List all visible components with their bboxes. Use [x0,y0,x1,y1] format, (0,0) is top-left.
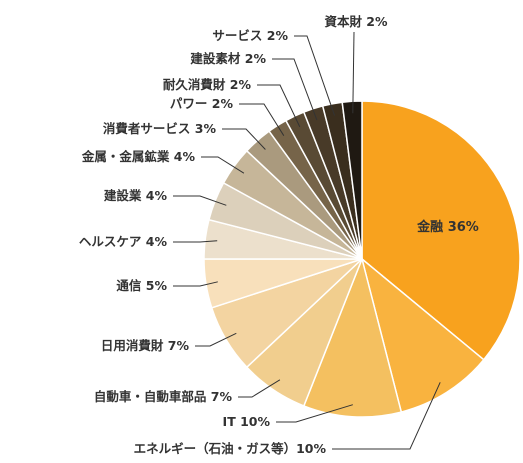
slice-label: サービス 2% [212,28,288,43]
slice-label: 建設素材 2% [190,51,266,66]
pie-slice [341,100,363,260]
slice-label: 消費者サービス 3% [103,121,217,136]
leader-line [238,379,281,398]
leader-line [173,281,218,287]
leader-line [276,404,353,423]
leader-line [294,35,336,116]
slice-label: 日用消費財 7% [101,338,190,353]
slice-label: 金属・金属鉱業 4% [81,149,196,164]
slice-label: 通信 5% [116,278,167,293]
leader-line [173,240,218,243]
slice-label: パワー 2% [170,96,234,111]
slice-label: 金融 36% [416,219,479,235]
leader-line [195,332,237,347]
leader-line [239,103,285,136]
pie-slice [361,100,521,361]
slice-label: 自動車・自動車部品 7% [94,389,233,404]
slice-label: エネルギー（石油・ガス等）10% [134,441,327,456]
slice-label: 建設業 4% [104,188,168,203]
slice-label: ヘルスケア 4% [79,234,168,249]
leader-line [201,156,245,174]
pie-slice [302,256,403,418]
slice-label: IT 10% [223,414,271,429]
leader-line [257,84,301,128]
leader-line [352,31,355,114]
slice-label: 耐久消費財 2% [163,77,252,92]
leader-line [173,195,227,206]
leader-line [272,58,318,121]
pie-slice [360,256,485,413]
slice-label: 資本財 2% [324,14,388,29]
leader-line [222,128,266,150]
leader-line [332,382,441,450]
